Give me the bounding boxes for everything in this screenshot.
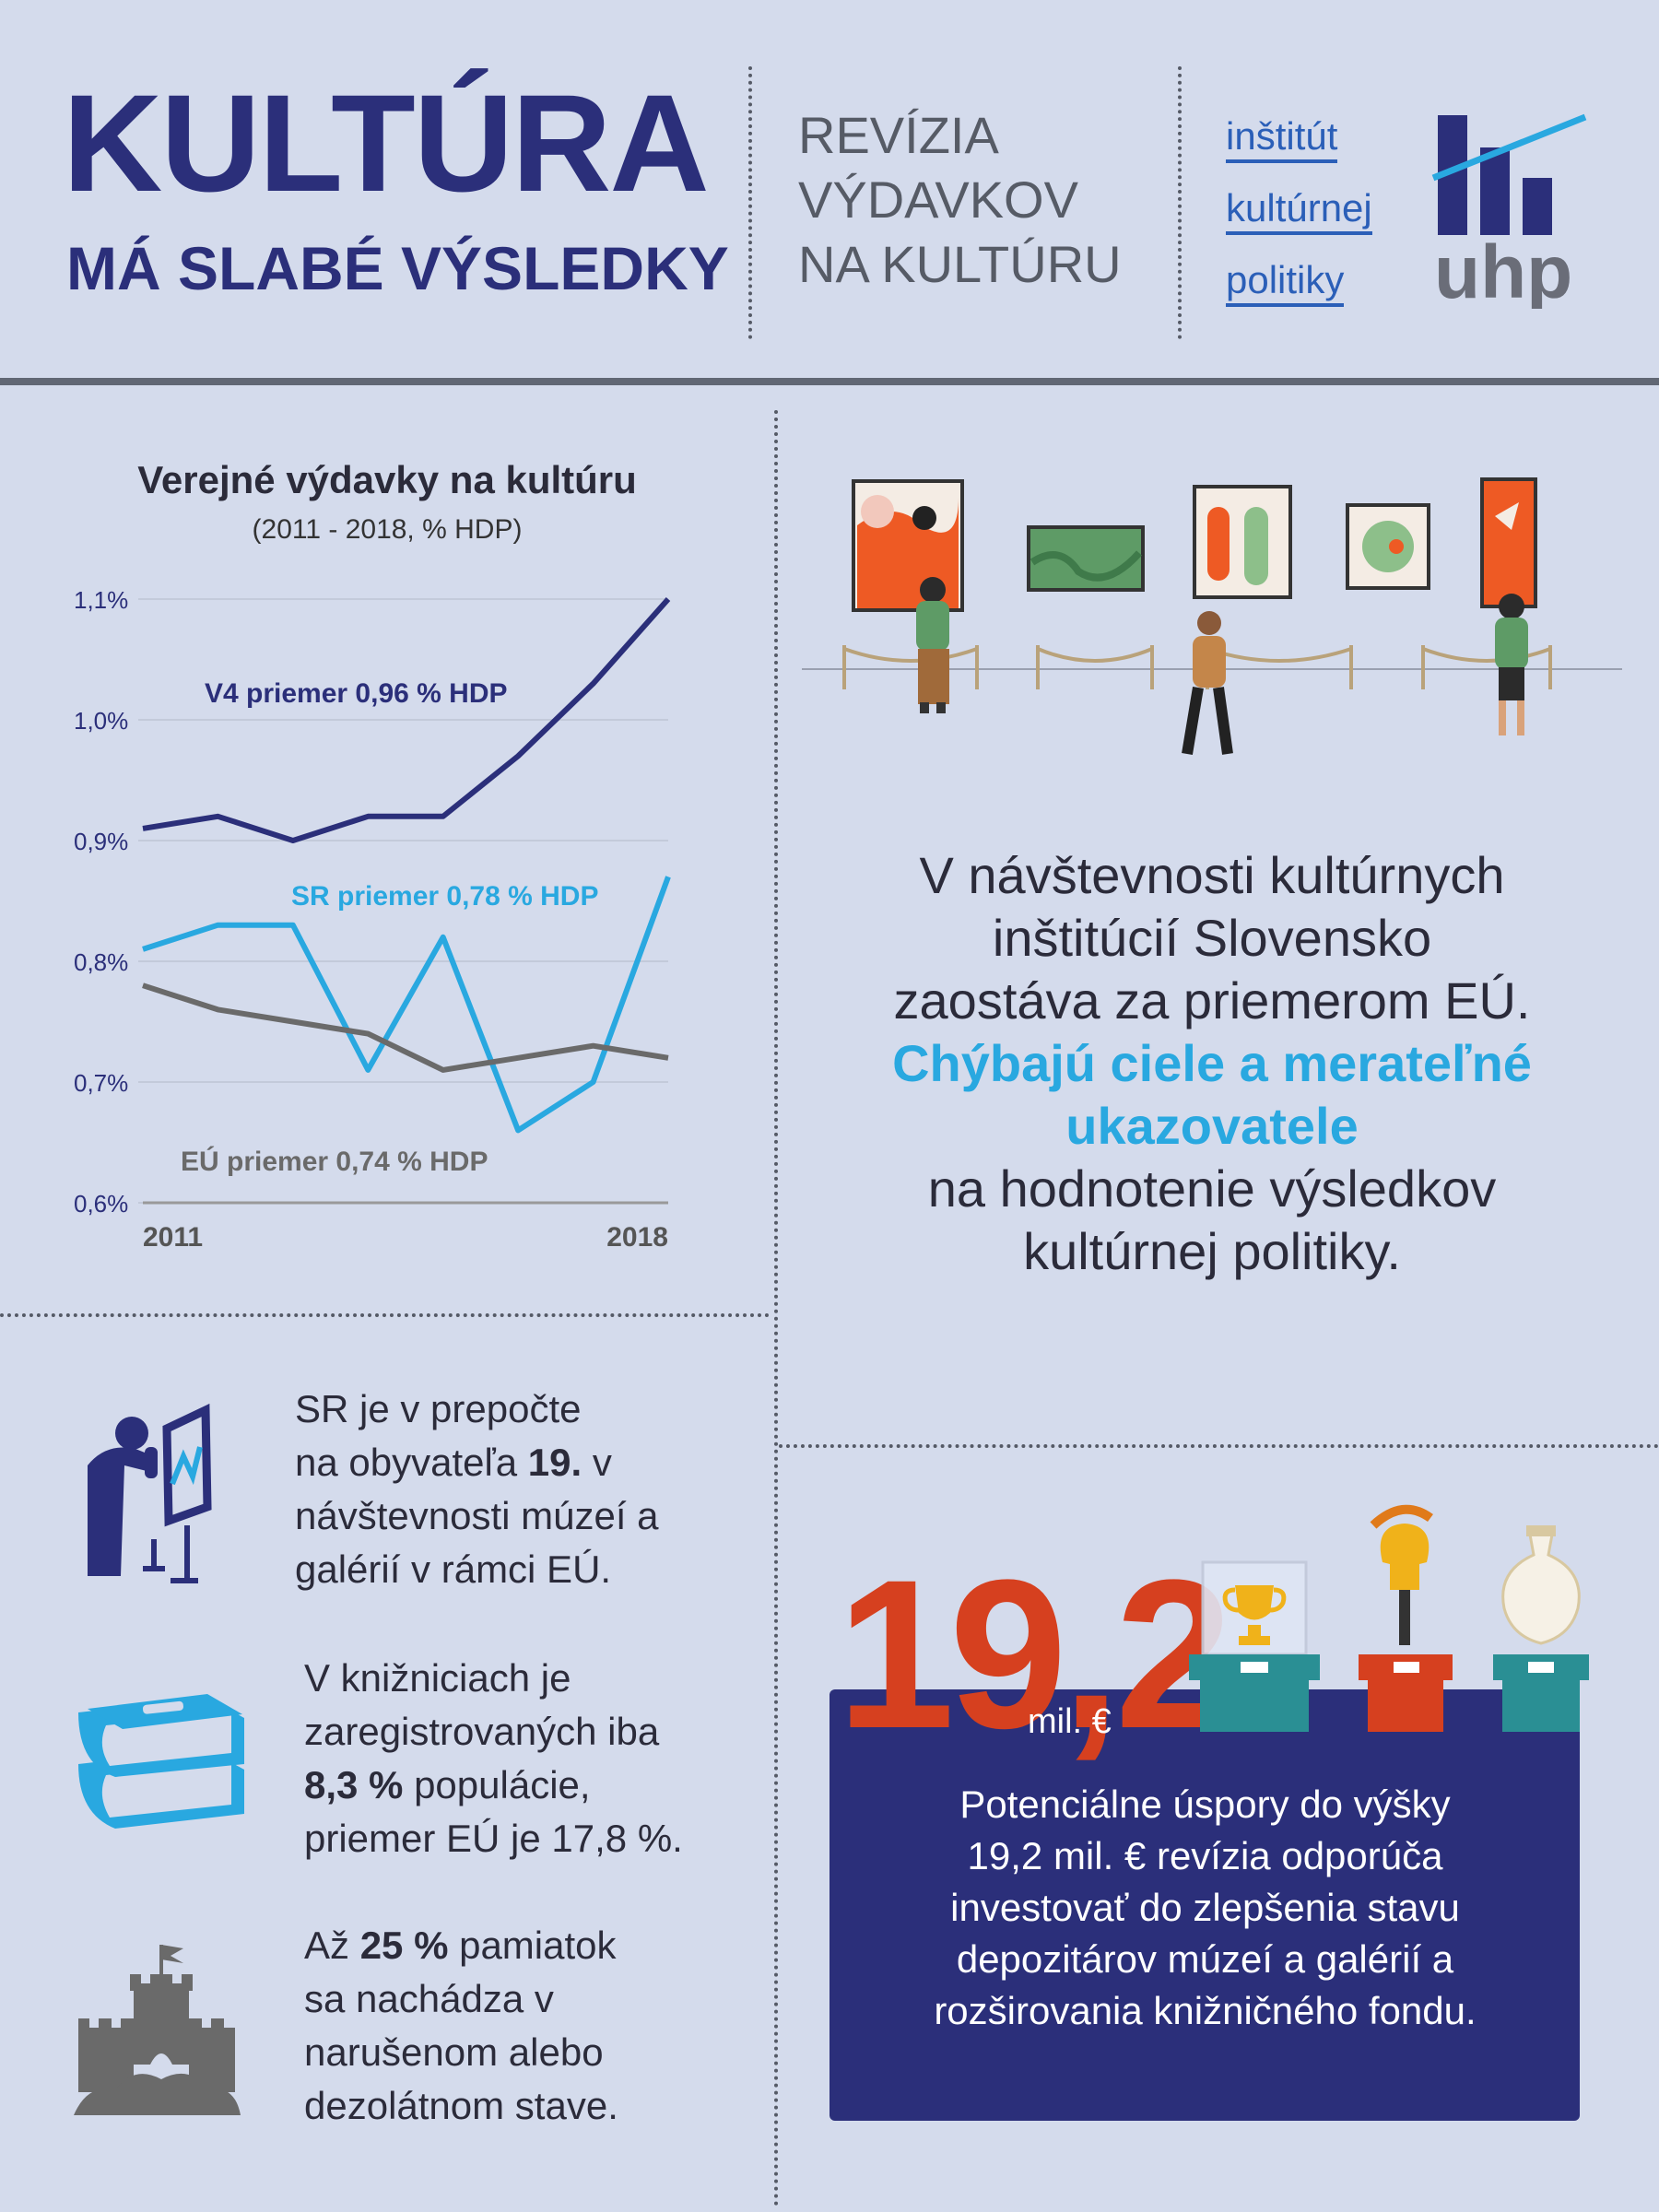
y-tick-label: 1,0% [74, 707, 128, 735]
statement-highlight: Chýbajú ciele a merateľné [892, 1034, 1532, 1092]
header-divider-2 [1178, 66, 1182, 339]
fact-line: V knižniciach je [304, 1656, 571, 1700]
series-line [142, 982, 669, 1073]
fact-text: na obyvateľa [295, 1441, 528, 1484]
main-title: KULTÚRA [63, 65, 710, 220]
fact-highlight: 25 % [359, 1924, 449, 1967]
fact-line: galérií v rámci EÚ. [295, 1547, 612, 1591]
series-label: EÚ priemer 0,74 % HDP [181, 1146, 488, 1177]
fact-libraries: V knižniciach je zaregistrovaných iba 8,… [304, 1652, 683, 1865]
statement-line: kultúrnej politiky. [1023, 1222, 1401, 1280]
savings-line: 19,2 mil. € revízia odporúča [967, 1834, 1443, 1877]
museum-exhibits-illustration [1189, 1504, 1589, 1732]
savings-line: investovať do zlepšenia stavu [950, 1886, 1460, 1929]
x-tick-label: 2011 [143, 1222, 203, 1253]
main-statement: V návštevnosti kultúrnych inštitúcií Slo… [811, 844, 1613, 1283]
series-label: V4 priemer 0,96 % HDP [205, 678, 508, 709]
chart-title: Verejné výdavky na kultúru [137, 458, 637, 501]
report-name-line: REVÍZIA [798, 106, 999, 164]
report-name: REVÍZIA VÝDAVKOV NA KULTÚRU [798, 103, 1122, 297]
fact-text: pamiatok [448, 1924, 617, 1967]
fact-line: návštevnosti múzeí a [295, 1494, 659, 1537]
x-tick-label: 2018 [606, 1222, 668, 1253]
institute-name-line: politiky [1226, 257, 1345, 307]
statement-line: na hodnotenie výsledkov [927, 1159, 1497, 1218]
gallery-illustration [802, 477, 1622, 755]
uhp-logo: uhp [1431, 113, 1587, 309]
y-tick-label: 1,1% [74, 586, 128, 614]
fact-highlight: 8,3 % [304, 1763, 404, 1806]
fact-monuments: Až 25 % pamiatok sa nachádza v narušenom… [304, 1919, 618, 2133]
fact-museums: SR je v prepočte na obyvateľa 19. v návš… [295, 1382, 659, 1596]
header-divider-1 [748, 66, 752, 339]
expenditure-line-chart: 1,1% 1,0% 0,9% 0,8% 0,7% 0,6% 2011 2018 V4 priem… [74, 586, 671, 1253]
statement-highlight: ukazovatele [1065, 1097, 1359, 1155]
savings-unit: mil. € [1028, 1702, 1112, 1741]
fact-line: dezolátnom stave. [304, 2084, 618, 2127]
institute-name-line: kultúrnej [1226, 185, 1372, 235]
divider-right-horizontal [779, 1444, 1659, 1448]
savings-line: rozširovania knižničného fondu. [934, 1989, 1477, 2032]
y-tick-label: 0,7% [74, 1069, 128, 1097]
report-name-line: VÝDAVKOV [798, 171, 1078, 229]
fact-line: priemer EÚ je 17,8 %. [304, 1817, 683, 1860]
institute-name-line: inštitút [1226, 113, 1338, 163]
fact-line: narušenom alebo [304, 2030, 604, 2074]
statement-line: V návštevnosti kultúrnych [919, 846, 1505, 904]
fact-line: sa nachádza v [304, 1977, 554, 2020]
savings-line: Potenciálne úspory do výšky [959, 1783, 1451, 1826]
statement-line: inštitúcií Slovensko [992, 909, 1432, 967]
museum-visitor-icon [88, 1403, 212, 1583]
fact-highlight: 19. [527, 1441, 582, 1484]
savings-line: depozitárov múzeí a galérií a [956, 1937, 1454, 1981]
divider-vertical [774, 410, 778, 2207]
series-line [142, 597, 671, 843]
fact-text: v [582, 1441, 612, 1484]
savings-number: 19,2 [837, 1535, 1233, 1772]
savings-panel [830, 1689, 1580, 2121]
series-line [142, 876, 671, 1134]
series-label: SR priemer 0,78 % HDP [291, 881, 598, 912]
fact-text: populácie, [403, 1763, 591, 1806]
main-subtitle: MÁ SLABÉ VÝSLEDKY [66, 234, 729, 302]
y-tick-label: 0,8% [74, 948, 128, 976]
statement-line: zaostáva za priemerom EÚ. [893, 971, 1531, 1030]
institute-name: inštitút kultúrnej politiky [1226, 104, 1372, 320]
y-tick-label: 0,9% [74, 828, 128, 855]
report-name-line: NA KULTÚRU [798, 235, 1122, 293]
divider-left-horizontal [0, 1313, 770, 1317]
castle-icon [74, 1945, 241, 2115]
fact-text: Až [304, 1924, 360, 1967]
header-rule [0, 378, 1659, 385]
fact-line: zaregistrovaných iba [304, 1710, 660, 1753]
books-icon [78, 1694, 244, 1829]
uhp-logo-text: uhp [1434, 230, 1572, 309]
fact-line: SR je v prepočte [295, 1387, 582, 1430]
chart-subtitle: (2011 - 2018, % HDP) [252, 514, 523, 545]
savings-description: Potenciálne úspory do výšky 19,2 mil. € … [834, 1779, 1576, 2037]
y-tick-label: 0,6% [74, 1190, 128, 1218]
